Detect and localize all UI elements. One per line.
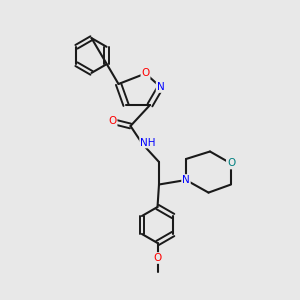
Text: NH: NH [140,137,156,148]
Text: O: O [153,253,162,263]
Text: N: N [182,175,190,185]
Text: N: N [157,82,164,92]
Text: O: O [108,116,117,127]
Text: O: O [141,68,150,79]
Text: O: O [227,158,235,169]
